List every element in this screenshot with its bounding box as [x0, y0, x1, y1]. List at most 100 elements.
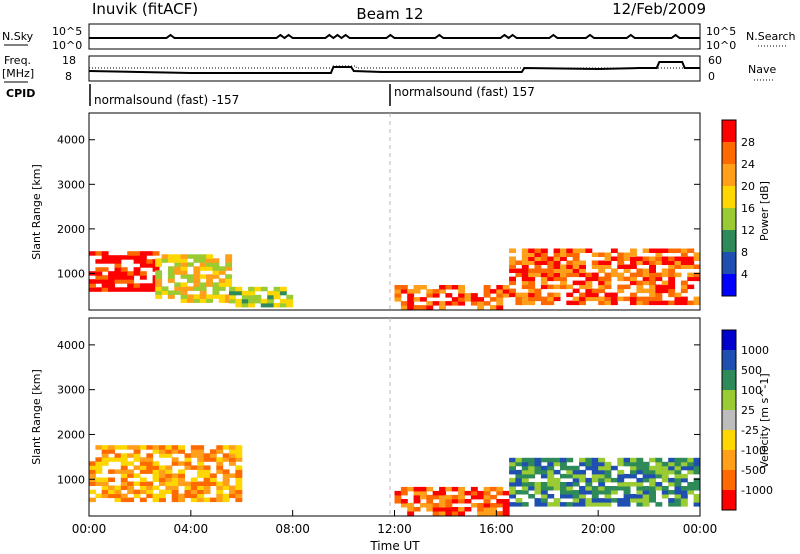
- data-cell: [680, 252, 688, 257]
- colorbar-tick-label: -500: [741, 464, 766, 477]
- data-cell: [199, 286, 207, 291]
- data-cell: [152, 497, 160, 503]
- data-cell: [540, 280, 548, 286]
- data-cell: [649, 268, 656, 273]
- data-cell: [687, 272, 695, 278]
- data-cell: [174, 266, 182, 271]
- colorbar-tick-label: -1000: [741, 484, 773, 497]
- y-tick-label: 3000: [57, 178, 85, 191]
- data-cell: [591, 465, 599, 471]
- data-cell: [668, 256, 676, 261]
- colorbar-frame: [721, 119, 737, 297]
- data-cell: [649, 494, 656, 499]
- data-cell: [598, 482, 606, 487]
- data-cell: [693, 252, 701, 257]
- data-cell: [534, 296, 542, 302]
- data-cell: [591, 486, 599, 491]
- data-cell: [114, 445, 122, 450]
- data-cell: [515, 296, 523, 302]
- colorbar-segment: [722, 470, 736, 490]
- data-cell: [420, 486, 427, 492]
- data-cell: [521, 465, 529, 471]
- data-cell: [108, 259, 115, 264]
- data-cell: [152, 267, 160, 272]
- data-cell: [680, 280, 688, 286]
- data-cell: [636, 272, 644, 278]
- data-cell: [190, 445, 198, 450]
- data-cell: [630, 280, 637, 286]
- data-cell: [180, 286, 188, 291]
- data-cell: [623, 296, 631, 302]
- data-cell: [165, 485, 173, 490]
- data-cell: [114, 489, 122, 495]
- data-cell: [432, 503, 440, 508]
- data-cell: [585, 502, 593, 507]
- data-cell: [155, 286, 163, 291]
- data-cell: [521, 477, 529, 483]
- data-cell: [668, 469, 676, 475]
- data-cell: [439, 285, 446, 290]
- data-cell: [560, 482, 567, 487]
- data-cell: [579, 284, 586, 290]
- data-cell: [585, 292, 593, 298]
- data-cell: [197, 493, 205, 499]
- data-cell: [585, 457, 593, 463]
- data-cell: [509, 248, 516, 253]
- data-cell: [477, 301, 485, 306]
- data-cell: [203, 481, 211, 486]
- data-cell: [413, 289, 421, 294]
- cpid-entry-1: normalsound (fast) -157: [94, 93, 239, 107]
- power-colorbar: 28 24 20 16 12 8 4: [721, 119, 755, 297]
- data-cell: [470, 490, 478, 496]
- data-cell: [509, 264, 516, 269]
- data-cell: [490, 289, 497, 294]
- data-cell: [528, 260, 536, 265]
- data-cell: [687, 486, 695, 491]
- freq-tick-bottom: 8: [65, 70, 72, 83]
- data-cell: [101, 275, 109, 280]
- data-cell: [604, 292, 612, 298]
- x-tick-label: 16:00: [479, 522, 514, 536]
- data-cell: [566, 482, 574, 487]
- data-cell: [120, 493, 128, 499]
- data-cell: [225, 282, 233, 287]
- data-cell: [630, 248, 637, 253]
- data-cell: [680, 494, 688, 499]
- data-cell: [521, 260, 529, 265]
- data-cell: [286, 302, 294, 308]
- data-cell: [649, 486, 656, 491]
- data-cell: [206, 262, 213, 267]
- data-cell: [521, 264, 529, 269]
- data-cell: [458, 511, 465, 516]
- nsky-tick-top: 10^5: [52, 25, 82, 38]
- data-cell: [108, 469, 115, 474]
- data-cell: [451, 285, 459, 290]
- data-cell: [216, 465, 224, 470]
- data-cell: [521, 284, 529, 290]
- nsearch-label: N.Search: [746, 30, 796, 43]
- data-cell: [680, 465, 688, 471]
- data-cell: [585, 490, 593, 495]
- data-cell: [579, 502, 586, 507]
- data-cell: [540, 284, 548, 290]
- data-cell: [235, 445, 243, 450]
- colorbar-segment: [722, 186, 736, 208]
- data-cell: [496, 490, 504, 496]
- data-cell: [604, 264, 612, 269]
- data-cell: [630, 461, 637, 467]
- data-cell: [610, 268, 618, 273]
- data-cell: [674, 300, 682, 306]
- data-cell: [547, 256, 555, 261]
- data-cell: [528, 272, 536, 278]
- velocity-panel: 1000 2000 3000 4000 00:00 04:00 08:00 12:00 16:…: [30, 317, 773, 553]
- data-cell: [490, 297, 497, 302]
- data-cell: [598, 252, 606, 257]
- data-cell: [439, 503, 446, 508]
- data-cell: [560, 264, 567, 269]
- data-cell: [515, 498, 523, 503]
- data-cell: [241, 302, 249, 308]
- data-cell: [120, 461, 128, 466]
- data-cell: [515, 268, 523, 273]
- station-title: Inuvik (fitACF): [92, 0, 198, 18]
- colorbar-segment: [722, 120, 736, 142]
